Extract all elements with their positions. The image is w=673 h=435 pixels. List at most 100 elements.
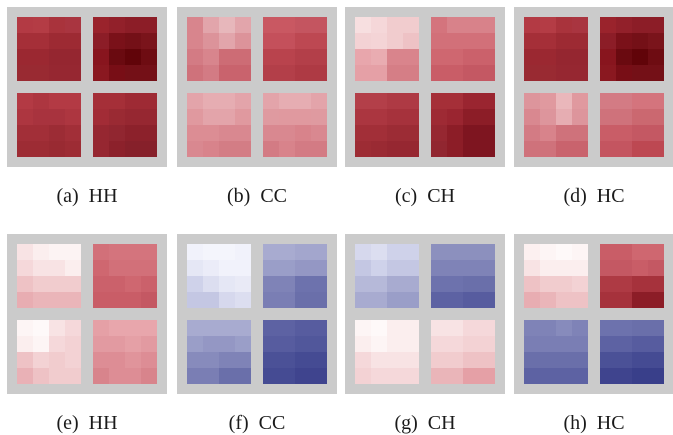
heatmap-cell xyxy=(463,320,479,336)
heatmap-cell xyxy=(431,93,447,109)
heatmap-cell xyxy=(33,65,49,81)
heatmap-cell xyxy=(632,336,648,352)
heatmap-cell xyxy=(219,292,235,308)
heatmap-cell xyxy=(524,260,540,276)
heatmap-cell xyxy=(311,276,327,292)
heatmap-cell xyxy=(600,125,616,141)
heatmap-cell xyxy=(125,336,141,352)
heatmap-cell xyxy=(295,17,311,33)
heatmap-cell xyxy=(463,292,479,308)
heatmap-cell xyxy=(263,109,279,125)
heatmap-cell xyxy=(600,368,616,384)
heatmap-quadrant xyxy=(263,17,327,81)
heatmap-cell xyxy=(431,125,447,141)
heatmap-cell xyxy=(648,244,664,260)
heatmap-cell xyxy=(187,260,203,276)
heatmap-cell xyxy=(279,336,295,352)
heatmap-cell xyxy=(371,93,387,109)
heatmap-cell xyxy=(403,93,419,109)
heatmap-cell xyxy=(141,368,157,384)
heatmap-cell xyxy=(463,244,479,260)
heatmap-cell xyxy=(524,33,540,49)
heatmap-cell xyxy=(540,244,556,260)
heatmap-cell xyxy=(295,320,311,336)
heatmap-cell xyxy=(49,93,65,109)
heatmap-cell xyxy=(355,93,371,109)
heatmap-cell xyxy=(219,320,235,336)
heatmap-cell xyxy=(648,17,664,33)
heatmap-cell xyxy=(572,49,588,65)
heatmap-quadrant xyxy=(355,244,419,308)
heatmap-cell xyxy=(263,33,279,49)
heatmap-cell xyxy=(355,368,371,384)
heatmap-cell xyxy=(616,33,632,49)
heatmap-cell xyxy=(556,276,572,292)
panel-caption: (c) CH xyxy=(395,185,455,207)
heatmap-cell xyxy=(524,141,540,157)
heatmap-cell xyxy=(235,244,251,260)
heatmap-cell xyxy=(463,368,479,384)
heatmap-cell xyxy=(403,65,419,81)
heatmap-cell xyxy=(632,93,648,109)
heatmap-cell xyxy=(387,33,403,49)
heatmap-cell xyxy=(109,320,125,336)
heatmap-cell xyxy=(479,244,495,260)
heatmap-cell xyxy=(556,260,572,276)
heatmap-cell xyxy=(479,276,495,292)
heatmap-cell xyxy=(203,33,219,49)
heatmap-cell xyxy=(355,33,371,49)
heatmap-cell xyxy=(463,260,479,276)
heatmap-cell xyxy=(65,320,81,336)
heatmap-cell xyxy=(295,352,311,368)
heatmap-cell xyxy=(17,260,33,276)
heatmap-cell xyxy=(616,368,632,384)
heatmap-cell xyxy=(648,93,664,109)
heatmap-cell xyxy=(203,49,219,65)
heatmap-cell xyxy=(447,352,463,368)
heatmap-cell xyxy=(93,17,109,33)
heatmap-cell xyxy=(125,33,141,49)
heatmap-cell xyxy=(616,320,632,336)
heatmap-cell xyxy=(141,109,157,125)
heatmap-cell xyxy=(279,93,295,109)
panel-caption: (b) CC xyxy=(227,185,287,207)
heatmap-cell xyxy=(33,33,49,49)
heatmap-cell xyxy=(33,93,49,109)
heatmap-cell xyxy=(141,244,157,260)
heatmap-cell xyxy=(295,109,311,125)
heatmap-cell xyxy=(387,17,403,33)
heatmap-cell xyxy=(17,109,33,125)
heatmap-cell xyxy=(295,336,311,352)
heatmap-cell xyxy=(235,125,251,141)
heatmap-cell xyxy=(141,260,157,276)
heatmap-cell xyxy=(187,244,203,260)
heatmap-cell xyxy=(632,320,648,336)
heatmap-cell xyxy=(371,125,387,141)
heatmap-panel xyxy=(177,234,337,394)
heatmap-cell xyxy=(632,368,648,384)
panel-caption: (d) HC xyxy=(563,185,625,207)
heatmap-cell xyxy=(141,292,157,308)
heatmap-cell xyxy=(371,292,387,308)
heatmap-cell xyxy=(403,260,419,276)
heatmap-cell xyxy=(479,320,495,336)
heatmap-cell xyxy=(311,292,327,308)
heatmap-cell xyxy=(49,244,65,260)
heatmap-quadrant xyxy=(17,17,81,81)
heatmap-cell xyxy=(648,352,664,368)
heatmap-cell xyxy=(279,109,295,125)
heatmap-cell xyxy=(556,65,572,81)
heatmap-cell xyxy=(279,17,295,33)
heatmap-cell xyxy=(49,125,65,141)
heatmap-cell xyxy=(387,292,403,308)
heatmap-cell xyxy=(235,276,251,292)
heatmap-cell xyxy=(263,276,279,292)
heatmap-cell xyxy=(616,109,632,125)
heatmap-cell xyxy=(295,93,311,109)
heatmap-cell xyxy=(311,125,327,141)
heatmap-cell xyxy=(295,276,311,292)
heatmap-cell xyxy=(93,292,109,308)
heatmap-cell xyxy=(556,244,572,260)
heatmap-cell xyxy=(447,49,463,65)
